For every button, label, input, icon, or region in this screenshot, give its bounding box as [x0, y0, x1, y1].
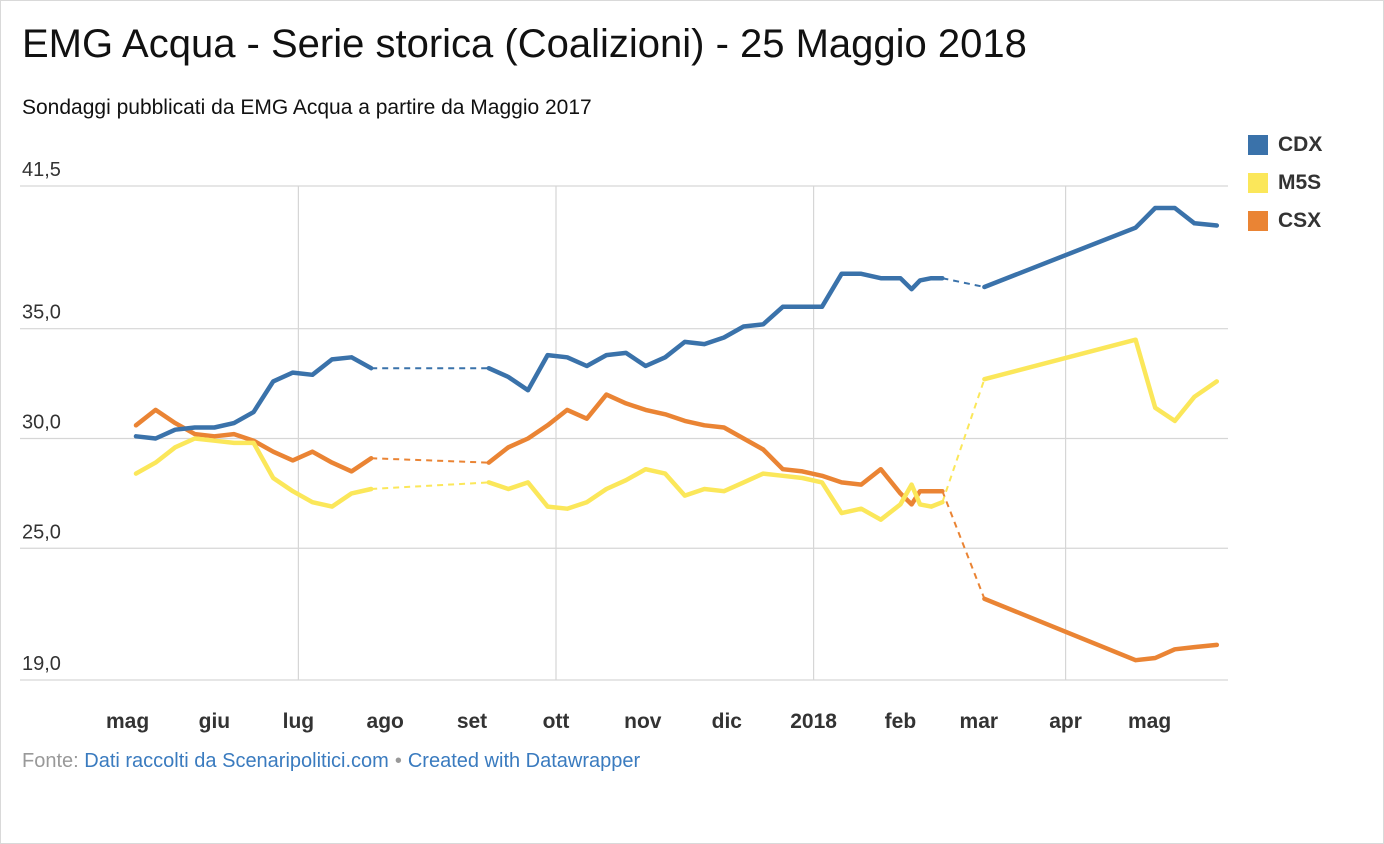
footer: Fonte: Dati raccolti da Scenaripolitici.… — [22, 750, 640, 773]
x-tick-label: dic — [712, 710, 743, 733]
source-link[interactable]: Dati raccolti da Scenaripolitici.com — [84, 750, 389, 772]
legend-swatch-cdx — [1248, 135, 1268, 155]
series-line-m5s — [486, 466, 945, 522]
x-tick-label: apr — [1049, 710, 1082, 733]
x-tick-label: giu — [199, 710, 231, 733]
x-axis-labels: mag giu lug ago set ott nov dic 2018 feb mar apr mag — [106, 710, 1171, 733]
footer-separator: • — [394, 750, 402, 772]
x-tick-label: mag — [1128, 710, 1171, 733]
series-m5s — [133, 337, 1220, 522]
chart-subtitle: Sondaggi pubblicati da EMG Acqua a parti… — [22, 96, 592, 119]
y-axis-labels: 41,5 35,0 30,0 25,0 19,0 — [22, 159, 61, 675]
footer-prefix: Fonte: — [22, 750, 79, 772]
y-tick-label: 25,0 — [22, 521, 61, 543]
legend-swatch-csx — [1248, 211, 1268, 231]
legend-item-cdx[interactable]: CDX — [1248, 126, 1322, 164]
x-tick-label: set — [457, 710, 487, 733]
x-tick-label: mar — [960, 710, 999, 733]
chart-title: EMG Acqua - Serie storica (Coalizioni) -… — [22, 22, 1027, 66]
y-tick-label: 41,5 — [22, 159, 61, 181]
legend-item-csx[interactable]: CSX — [1248, 202, 1322, 240]
series-line-csx — [982, 596, 1220, 663]
series-gap-csx — [371, 457, 489, 464]
series-line-m5s — [133, 436, 374, 509]
series-line-cdx — [133, 355, 374, 441]
datawrapper-link[interactable]: Created with Datawrapper — [407, 750, 641, 772]
legend-label-cdx: CDX — [1278, 133, 1323, 156]
legend-label-csx: CSX — [1278, 209, 1322, 232]
x-tick-label: lug — [283, 710, 315, 733]
legend-swatch-m5s — [1248, 173, 1268, 193]
series-line-cdx — [486, 271, 945, 393]
x-tick-label: 2018 — [790, 710, 837, 733]
grid-layer — [20, 185, 1228, 681]
series-line-m5s — [982, 337, 1220, 424]
y-tick-label: 35,0 — [22, 302, 61, 324]
series-gap-csx — [941, 490, 986, 600]
series-layer — [133, 205, 1220, 663]
series-line-cdx — [982, 205, 1220, 290]
legend: CDX M5S CSX — [1248, 126, 1322, 240]
y-tick-label: 30,0 — [22, 411, 61, 433]
series-gap-cdx — [942, 277, 985, 288]
series-csx — [133, 392, 1220, 663]
y-tick-label: 19,0 — [22, 653, 61, 675]
series-gap-m5s — [371, 481, 489, 490]
x-tick-label: ott — [543, 710, 570, 733]
x-tick-label: mag — [106, 710, 149, 733]
series-cdx — [133, 205, 1220, 441]
legend-item-m5s[interactable]: M5S — [1248, 164, 1322, 202]
x-tick-label: ago — [367, 710, 404, 733]
x-tick-label: nov — [624, 710, 662, 733]
series-gap-m5s — [941, 378, 986, 503]
series-line-csx — [486, 392, 945, 507]
legend-label-m5s: M5S — [1278, 171, 1322, 194]
x-tick-label: feb — [885, 710, 917, 733]
